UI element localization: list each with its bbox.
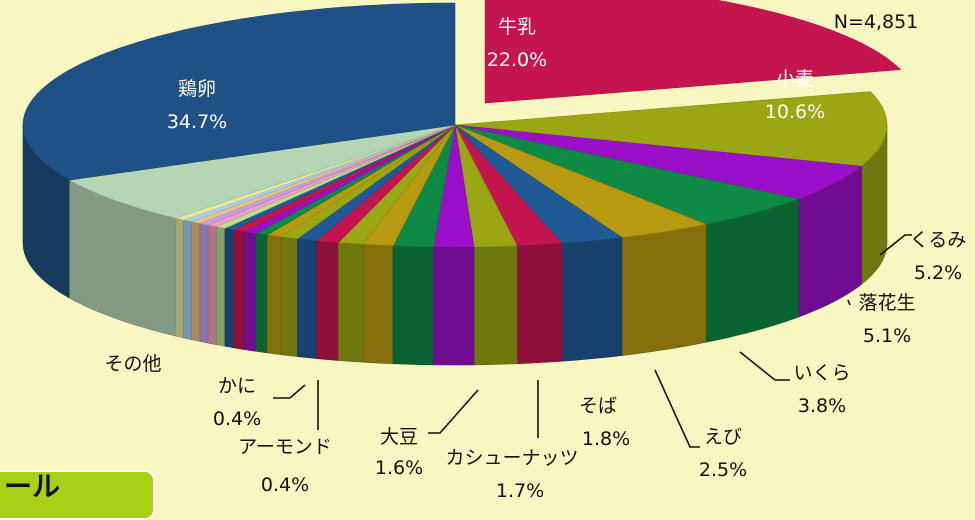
pie-tops [22, 0, 902, 248]
pie-slice-side-16 [255, 232, 268, 354]
pie-slice-3 [454, 124, 800, 225]
pie-slice-side-22 [199, 223, 209, 344]
leader-line-soybean [428, 389, 479, 434]
pie-slice-side-15 [266, 234, 282, 356]
callout-value-shrimp: 2.5% [699, 459, 747, 481]
leader-line-crab [273, 384, 306, 399]
pie-slice-side-4 [621, 223, 707, 356]
callout-value-almond: 0.4% [261, 474, 309, 496]
corner-tag: ール [0, 470, 155, 520]
pie-slice-side-17 [244, 231, 257, 352]
pie-slice-side-25 [175, 217, 184, 339]
callout-leaders [273, 234, 912, 448]
callout-label-peanut: 落花生 [858, 292, 915, 314]
callout-value-crab: 0.4% [213, 408, 261, 430]
callout-label-soybean: 大豆 [380, 426, 418, 448]
pie-slice-8 [433, 124, 475, 248]
slice-label-other: その他 [104, 353, 161, 375]
callout-value-soybean: 1.6% [375, 457, 423, 479]
callout-label-almond: アーモンド [238, 436, 332, 458]
callout-label-ikura: いくら [793, 362, 850, 384]
pie-slice-side-24 [183, 219, 192, 341]
allergen-pie-chart: N=4,851 牛乳 22.0% 小麦 10.6% 鶏卵 34.7% その他 く… [22, 0, 966, 502]
callout-value-ikura: 3.8% [798, 395, 846, 417]
sample-size-label: N=4,851 [834, 11, 919, 33]
callout-label-crab: かに [218, 375, 256, 397]
slice-value-egg: 34.7% [167, 111, 227, 133]
callout-label-walnut: くるみ [910, 229, 967, 251]
pie-slice-side-9 [392, 245, 434, 366]
pie-slice-side-20 [216, 226, 226, 347]
pie-slice-side-6 [516, 242, 563, 365]
pie-slice-6 [454, 124, 563, 247]
pie-slice-side-10 [362, 243, 394, 365]
pie-slice-side-12 [316, 240, 339, 361]
pie-slice-side-5 [561, 237, 623, 362]
leader-line-ikura [739, 351, 790, 381]
pie-slice-side-19 [224, 227, 234, 349]
pie-slice-side-14 [280, 236, 298, 357]
pie-slice-2 [454, 124, 863, 200]
callout-label-cashew: カシューナッツ [445, 447, 578, 469]
leader-line-peanut [847, 299, 851, 306]
leader-line-walnut [879, 234, 912, 256]
pie-slice-side-8 [433, 246, 475, 366]
callout-label-buckwheat: そば [579, 395, 617, 417]
pie-slice-side-13 [297, 238, 317, 359]
pie-slice-side-11 [338, 242, 364, 363]
callout-value-peanut: 5.1% [863, 325, 911, 347]
pie-slice-7 [454, 124, 518, 248]
pie-slice-1 [454, 91, 888, 167]
pie-slice-side-18 [233, 229, 245, 350]
pie-slice-4 [454, 124, 708, 238]
pie-slice-side-21 [207, 224, 217, 346]
pie-slice-side-7 [473, 245, 518, 366]
slice-value-milk: 22.0% [487, 49, 547, 71]
pie-slice-27 [22, 2, 456, 181]
callout-value-cashew: 1.7% [496, 480, 544, 502]
slice-label-milk: 牛乳 [498, 16, 536, 38]
corner-tag-label: ール [4, 470, 61, 503]
slice-label-egg: 鶏卵 [178, 78, 216, 100]
pie-slice-0 [484, 0, 902, 104]
callout-value-walnut: 5.2% [914, 262, 962, 284]
callout-label-shrimp: えび [704, 426, 742, 448]
leader-line-shrimp [654, 369, 700, 448]
slice-labels: N=4,851 牛乳 22.0% 小麦 10.6% 鶏卵 34.7% その他 く… [104, 11, 966, 502]
pie-slice-side-23 [191, 221, 201, 342]
slice-value-wheat: 10.6% [765, 101, 825, 123]
pie-slice-5 [454, 124, 623, 244]
callout-value-buckwheat: 1.8% [582, 428, 630, 450]
slice-label-wheat: 小麦 [776, 68, 814, 90]
pie-slice-26 [68, 124, 456, 219]
